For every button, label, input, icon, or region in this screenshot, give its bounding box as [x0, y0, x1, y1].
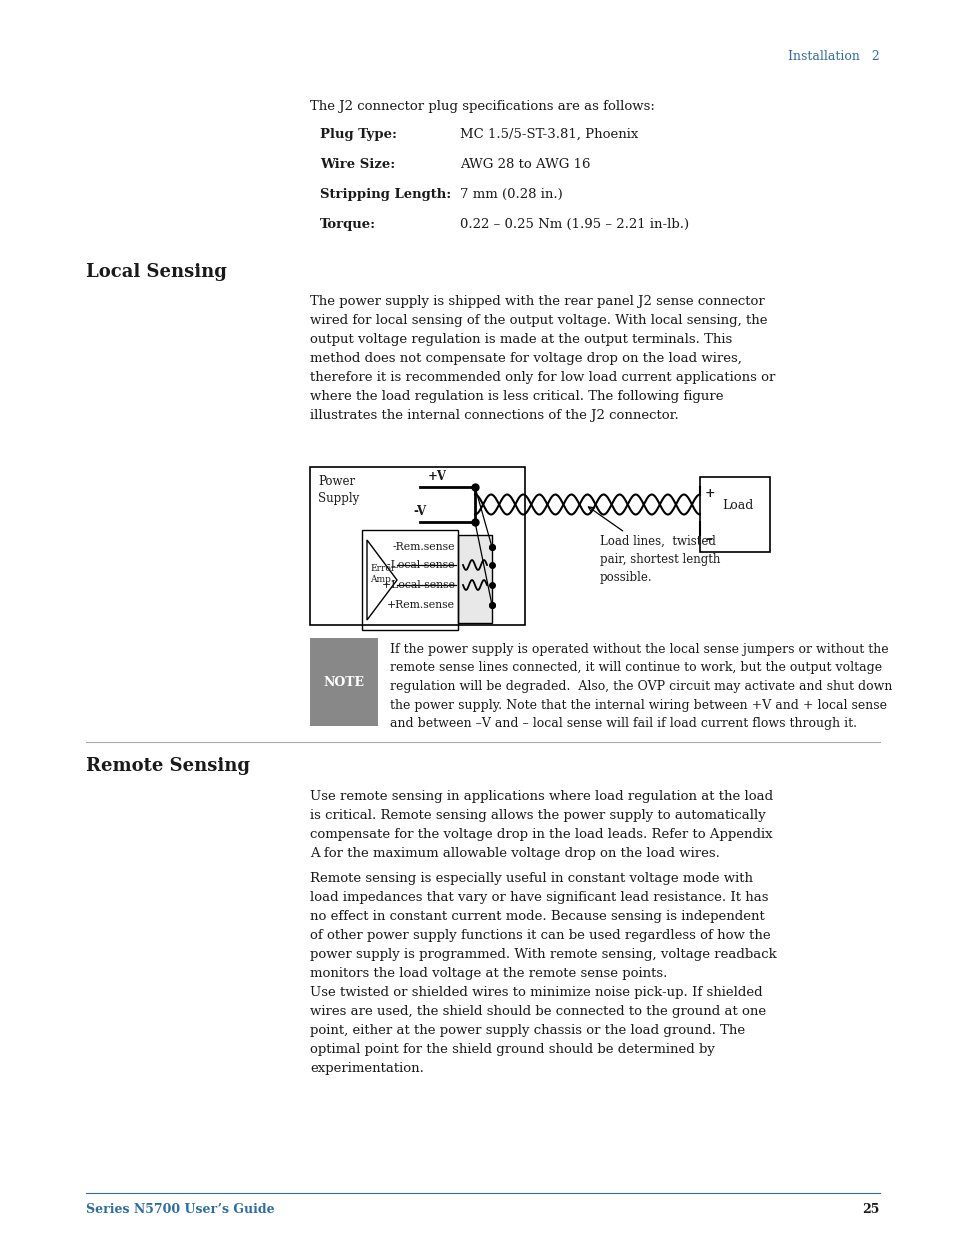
Text: Local Sensing: Local Sensing: [86, 263, 227, 282]
Text: Series N5700 User’s Guide: Series N5700 User’s Guide: [86, 1203, 274, 1216]
Text: Remote sensing is especially useful in constant voltage mode with
load impedance: Remote sensing is especially useful in c…: [310, 872, 776, 981]
Text: Error
Amp.: Error Amp.: [370, 564, 395, 584]
Text: Wire Size:: Wire Size:: [319, 158, 395, 170]
Text: Load: Load: [721, 499, 753, 513]
Text: Installation   2: Installation 2: [787, 49, 879, 63]
Text: –: –: [704, 532, 711, 546]
Text: -Rem.sense: -Rem.sense: [392, 542, 455, 552]
Text: Power
Supply: Power Supply: [317, 475, 359, 505]
Text: AWG 28 to AWG 16: AWG 28 to AWG 16: [459, 158, 590, 170]
Text: MC 1.5/5-ST-3.81, Phoenix: MC 1.5/5-ST-3.81, Phoenix: [459, 128, 638, 141]
Text: Torque:: Torque:: [319, 219, 375, 231]
Bar: [310, 638, 377, 726]
Text: +V: +V: [428, 471, 447, 483]
Bar: [700, 477, 769, 552]
Text: NOTE: NOTE: [323, 676, 364, 688]
Text: Load lines,  twisted
pair, shortest length
possible.: Load lines, twisted pair, shortest lengt…: [599, 535, 720, 583]
Text: Plug Type:: Plug Type:: [319, 128, 396, 141]
Bar: [457, 535, 492, 622]
Text: The J2 connector plug specifications are as follows:: The J2 connector plug specifications are…: [310, 100, 654, 112]
Text: +: +: [704, 487, 715, 500]
Text: Use twisted or shielded wires to minimize noise pick-up. If shielded
wires are u: Use twisted or shielded wires to minimiz…: [310, 986, 765, 1074]
Text: 0.22 – 0.25 Nm (1.95 – 2.21 in-lb.): 0.22 – 0.25 Nm (1.95 – 2.21 in-lb.): [459, 219, 688, 231]
Text: Remote Sensing: Remote Sensing: [86, 757, 250, 776]
Text: The power supply is shipped with the rear panel J2 sense connector
wired for loc: The power supply is shipped with the rea…: [310, 295, 775, 422]
Text: Stripping Length:: Stripping Length:: [319, 188, 451, 201]
Bar: [310, 467, 524, 625]
Bar: [361, 530, 457, 630]
Text: +Local sense: +Local sense: [381, 580, 455, 590]
Text: 25: 25: [862, 1203, 879, 1216]
Text: Use remote sensing in applications where load regulation at the load
is critical: Use remote sensing in applications where…: [310, 790, 772, 860]
Text: -Local sense: -Local sense: [387, 559, 455, 571]
Text: +Rem.sense: +Rem.sense: [387, 600, 455, 610]
Text: If the power supply is operated without the local sense jumpers or without the
r: If the power supply is operated without …: [390, 643, 891, 730]
Text: -V: -V: [413, 505, 426, 517]
Text: 7 mm (0.28 in.): 7 mm (0.28 in.): [459, 188, 562, 201]
